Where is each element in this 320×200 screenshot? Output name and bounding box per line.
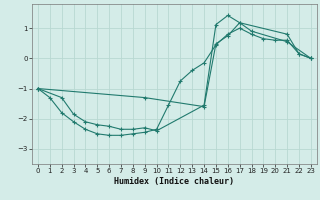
X-axis label: Humidex (Indice chaleur): Humidex (Indice chaleur) [115,177,234,186]
